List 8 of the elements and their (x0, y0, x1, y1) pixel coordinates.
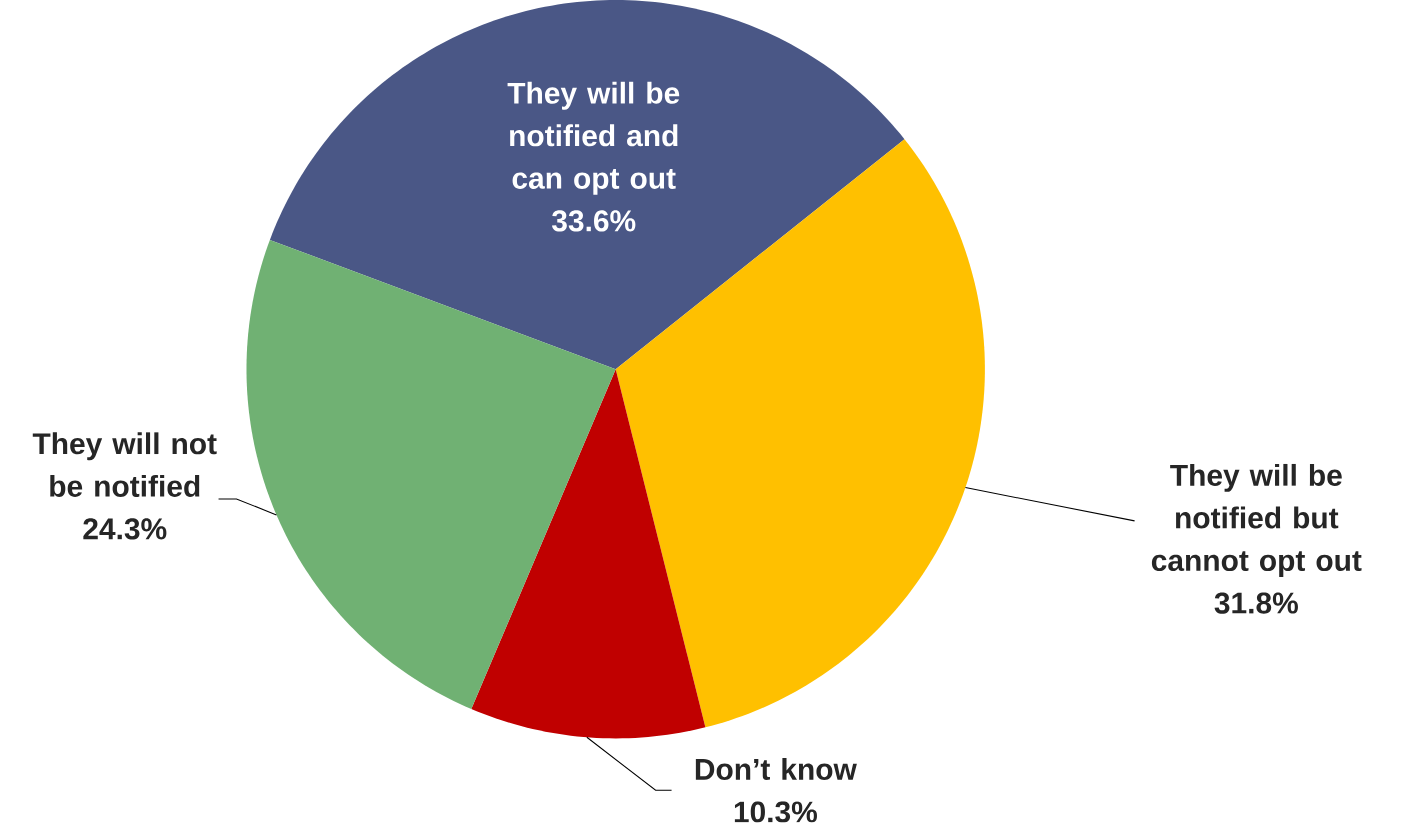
slice-label: They will not be notified (32, 432, 217, 498)
slice-label: They will be notified and can opt out (507, 81, 680, 196)
data-label: 24.3% (83, 518, 167, 540)
slice-label: Don’t know (695, 758, 857, 781)
slice-label: They will be notified but cannot opt out (1151, 464, 1362, 578)
data-label: 10.3% (734, 801, 817, 823)
data-label: 33.6% (551, 210, 636, 232)
data-label: 31.8% (1214, 592, 1298, 614)
